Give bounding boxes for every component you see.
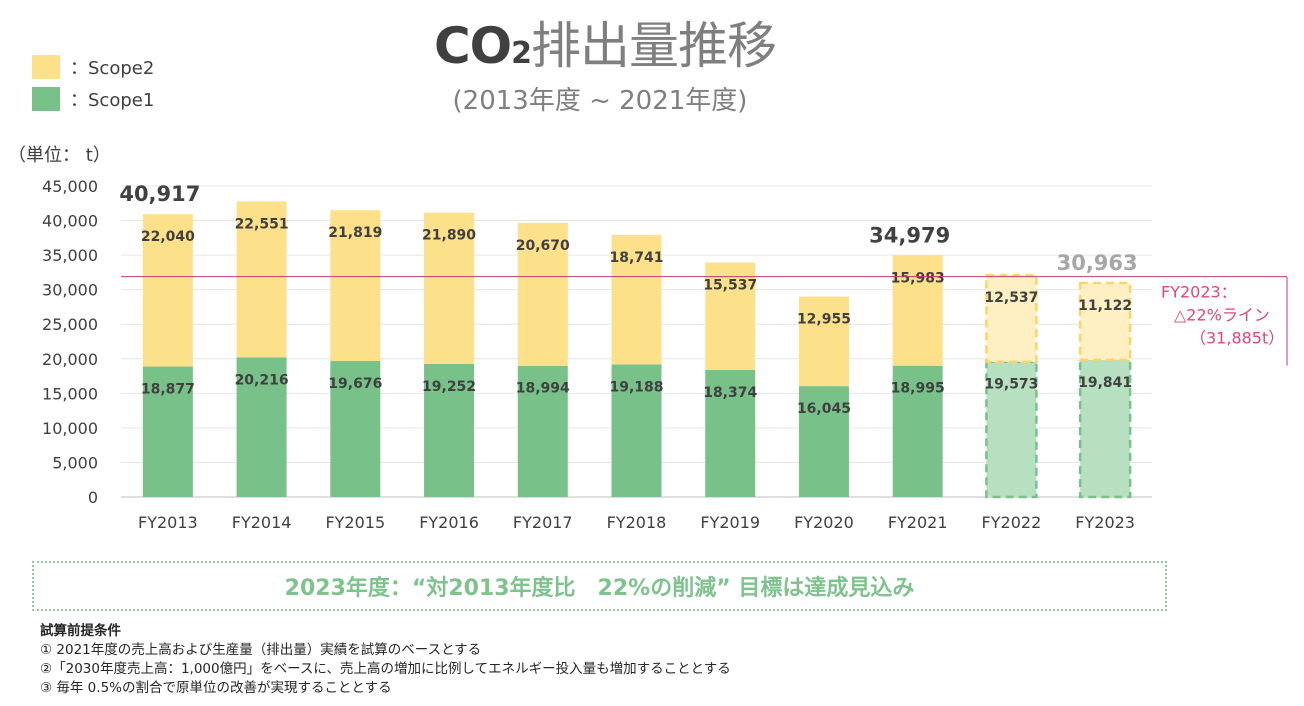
data-label-scope2: 11,122 (1078, 298, 1132, 314)
bar-scope1 (611, 364, 662, 497)
x-tick-label: FY2014 (232, 513, 292, 532)
y-tick-label: 40,000 (42, 212, 98, 231)
x-tick-label: FY2020 (794, 513, 854, 532)
reduction-target-label: △22%ライン (1174, 306, 1270, 325)
y-tick-label: 25,000 (42, 315, 98, 334)
data-label-scope1: 19,252 (422, 379, 476, 395)
y-tick-label: 0 (88, 488, 98, 507)
y-tick-label: 15,000 (42, 384, 98, 403)
y-tick-label: 5,000 (52, 453, 98, 472)
x-tick-label: FY2021 (888, 513, 948, 532)
x-tick-label: FY2013 (138, 513, 198, 532)
data-label-scope1: 18,995 (891, 381, 945, 397)
bar-scope2 (517, 222, 568, 366)
reduction-target-label: （31,885t） (1190, 329, 1284, 348)
legend-item-scope1: ：Scope1 (32, 84, 154, 114)
notes-heading: 試算前提条件 (40, 623, 121, 639)
y-tick-label: 10,000 (42, 419, 98, 438)
data-label-scope2: 15,983 (891, 270, 945, 286)
conclusion-box: 2023年度：“対2013年度比 22%の削減” 目標は達成見込み (32, 561, 1167, 611)
bar-scope2-projected (985, 273, 1038, 363)
data-label-scope1: 19,676 (328, 376, 382, 392)
bar-scope2 (705, 262, 756, 371)
data-label-scope1: 19,573 (984, 377, 1038, 393)
bar-scope2 (611, 234, 662, 365)
chart-subtitle: (2013年度 ~ 2021年度) (452, 86, 748, 116)
bar-scope1 (892, 365, 943, 497)
conclusion-text: 2023年度：“対2013年度比 22%の削減” 目標は達成見込み (284, 576, 915, 601)
y-tick-label: 20,000 (42, 350, 98, 369)
legend-label-scope2: ：Scope2 (70, 58, 155, 79)
legend-label-scope1: ：Scope1 (70, 90, 155, 111)
legend-swatch-scope1 (32, 87, 60, 111)
data-label-scope2: 20,670 (516, 238, 570, 254)
total-label: 30,963 (1057, 251, 1138, 275)
data-label-scope1: 19,188 (609, 379, 663, 395)
data-label-scope2: 18,741 (609, 250, 663, 266)
x-tick-label: FY2019 (700, 513, 760, 532)
data-label-scope1: 18,994 (516, 381, 570, 397)
bar-scope1-projected (1078, 358, 1132, 499)
bar-scope2 (236, 201, 287, 358)
bar-scope2 (424, 212, 475, 364)
assumption-notes: 試算前提条件 ① 2021年度の売上高および生産量（排出量）実績を試算のベースと… (40, 622, 731, 698)
y-tick-label: 45,000 (42, 177, 98, 196)
total-label: 40,917 (119, 182, 200, 206)
title-subscript: 2 (511, 36, 532, 71)
data-label-scope2: 22,551 (235, 216, 289, 232)
data-label-scope2: 22,040 (141, 229, 195, 245)
data-label-scope2: 12,955 (797, 312, 851, 328)
total-label: 34,979 (869, 223, 950, 247)
notes-item-2: ②「2030年度売上高：1,000億円」をベースに、売上高の増加に比例してエネル… (40, 661, 731, 677)
data-label-scope1: 16,045 (797, 401, 851, 417)
bar-scope1 (142, 366, 193, 497)
chart-title: CO2排出量推移 (0, 6, 1210, 78)
x-tick-label: FY2015 (325, 513, 385, 532)
x-tick-label: FY2023 (1075, 513, 1135, 532)
data-label-scope2: 21,819 (328, 225, 382, 241)
bar-scope1 (424, 363, 475, 497)
legend: ：Scope2 ：Scope1 (32, 52, 154, 116)
bar-scope1 (236, 357, 287, 497)
bar-scope1 (705, 370, 756, 497)
bar-scope2 (330, 210, 381, 362)
bar-scope1 (330, 361, 381, 497)
title-co: CO (433, 17, 512, 75)
y-tick-label: 30,000 (42, 281, 98, 300)
bar-scope2 (892, 255, 943, 366)
bar-scope1-projected (985, 360, 1038, 499)
bar-scope2 (798, 296, 849, 387)
x-tick-label: FY2018 (607, 513, 667, 532)
bar-scope1 (798, 386, 849, 497)
unit-label: （単位： t） (8, 145, 111, 166)
bar-chart: 0 5,000 10,000 15,000 20,000 25,000 30,000 35,0… (42, 177, 1288, 532)
legend-swatch-scope2 (32, 55, 60, 79)
data-label-scope2: 21,890 (422, 228, 476, 244)
x-tick-label: FY2022 (982, 513, 1042, 532)
data-label-scope1: 18,877 (141, 382, 195, 398)
data-label-scope1: 19,841 (1078, 375, 1132, 391)
bar-scope2-projected (1078, 281, 1132, 362)
reduction-target-label: FY2023： (1161, 283, 1237, 302)
x-tick-label: FY2016 (419, 513, 479, 532)
x-tick-label: FY2017 (513, 513, 573, 532)
notes-item-1: ① 2021年度の売上高および生産量（排出量）実績を試算のベースとする (40, 642, 482, 658)
title-text: 排出量推移 (531, 17, 777, 75)
notes-item-3: ③ 毎年 0.5%の割合で原単位の改善が実現することとする (40, 680, 392, 696)
bar-scope2 (142, 214, 193, 367)
bar-scope1 (517, 365, 568, 497)
data-label-scope2: 15,537 (703, 278, 757, 294)
data-label-scope1: 18,374 (703, 385, 757, 401)
data-label-scope2: 12,537 (984, 290, 1038, 306)
data-label-scope1: 20,216 (235, 372, 289, 388)
y-tick-label: 35,000 (42, 246, 98, 265)
legend-item-scope2: ：Scope2 (32, 52, 154, 82)
